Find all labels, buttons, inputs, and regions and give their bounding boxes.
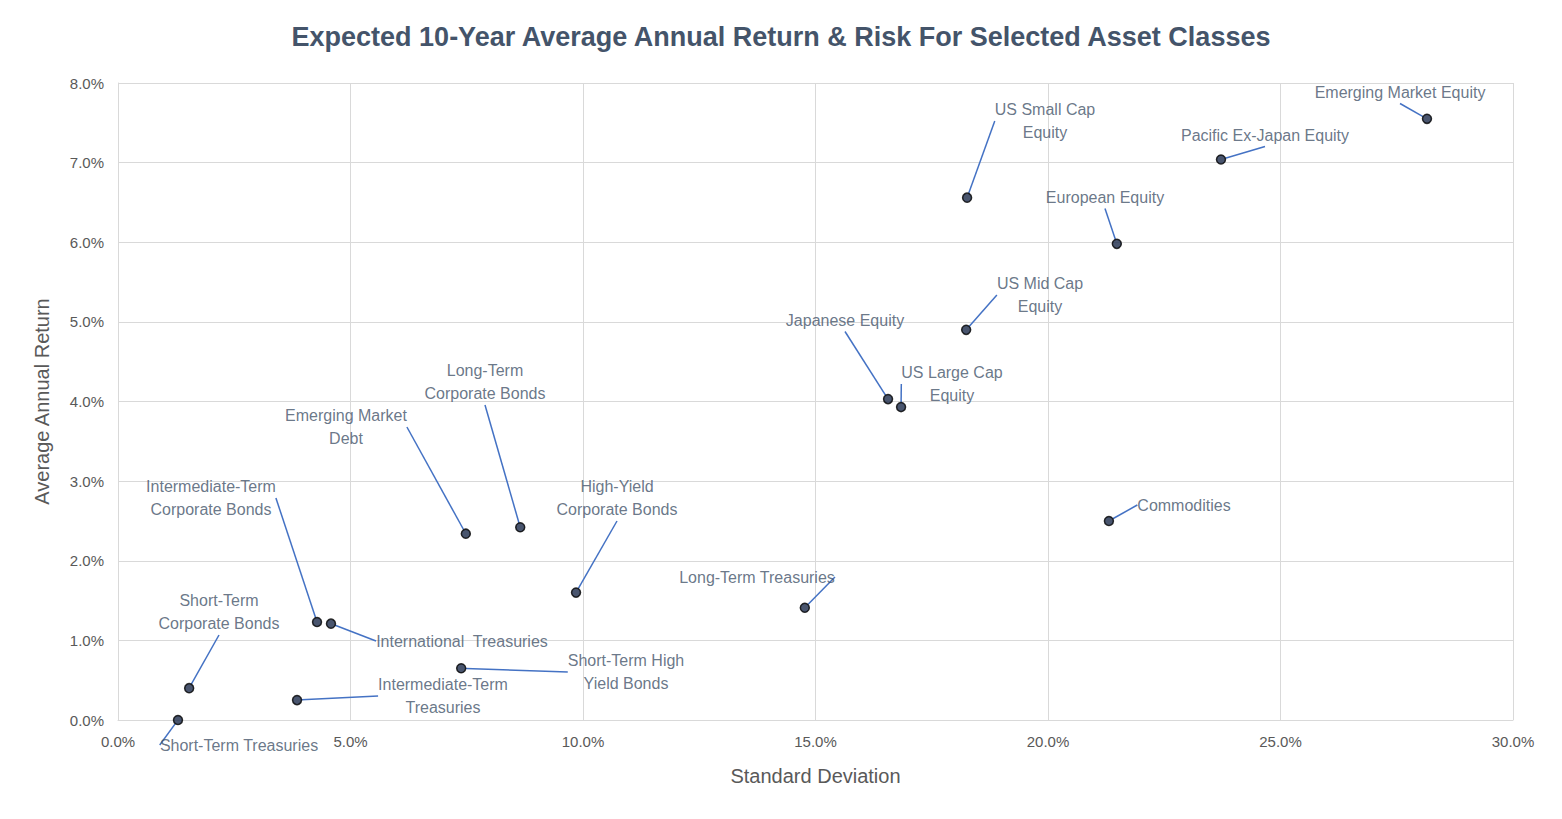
svg-text:High-Yield: High-Yield bbox=[580, 478, 653, 495]
svg-text:25.0%: 25.0% bbox=[1259, 733, 1302, 750]
svg-text:0.0%: 0.0% bbox=[70, 712, 104, 729]
svg-text:Intermediate-Term: Intermediate-Term bbox=[378, 676, 508, 693]
svg-text:3.0%: 3.0% bbox=[70, 473, 104, 490]
svg-text:Long-Term: Long-Term bbox=[447, 362, 523, 379]
svg-text:Corporate Bonds: Corporate Bonds bbox=[159, 615, 280, 632]
svg-text:Corporate Bonds: Corporate Bonds bbox=[151, 501, 272, 518]
svg-text:15.0%: 15.0% bbox=[794, 733, 837, 750]
svg-text:Long-Term Treasuries: Long-Term Treasuries bbox=[679, 569, 835, 586]
svg-text:Equity: Equity bbox=[930, 387, 974, 404]
svg-text:US Small Cap: US Small Cap bbox=[995, 101, 1096, 118]
svg-text:Short-Term Treasuries: Short-Term Treasuries bbox=[160, 737, 318, 754]
svg-text:Commodities: Commodities bbox=[1137, 497, 1230, 514]
svg-text:Japanese Equity: Japanese Equity bbox=[786, 312, 904, 329]
svg-text:Pacific Ex-Japan Equity: Pacific Ex-Japan Equity bbox=[1181, 127, 1349, 144]
svg-text:Corporate Bonds: Corporate Bonds bbox=[557, 501, 678, 518]
svg-text:Emerging Market Equity: Emerging Market Equity bbox=[1315, 84, 1486, 101]
svg-text:Expected 10-Year Average Annua: Expected 10-Year Average Annual Return &… bbox=[292, 22, 1271, 52]
svg-text:Average Annual Return: Average Annual Return bbox=[31, 298, 53, 504]
svg-text:10.0%: 10.0% bbox=[562, 733, 605, 750]
svg-text:Equity: Equity bbox=[1018, 298, 1062, 315]
svg-text:5.0%: 5.0% bbox=[333, 733, 367, 750]
svg-text:8.0%: 8.0% bbox=[70, 75, 104, 92]
svg-text:Debt: Debt bbox=[329, 430, 363, 447]
svg-text:US Mid Cap: US Mid Cap bbox=[997, 275, 1083, 292]
svg-text:Treasuries: Treasuries bbox=[406, 699, 481, 716]
svg-text:0.0%: 0.0% bbox=[101, 733, 135, 750]
svg-text:2.0%: 2.0% bbox=[70, 552, 104, 569]
svg-text:European Equity: European Equity bbox=[1046, 189, 1164, 206]
svg-text:Equity: Equity bbox=[1023, 124, 1067, 141]
svg-text:1.0%: 1.0% bbox=[70, 632, 104, 649]
svg-text:Standard Deviation: Standard Deviation bbox=[730, 765, 900, 787]
svg-text:4.0%: 4.0% bbox=[70, 393, 104, 410]
svg-text:7.0%: 7.0% bbox=[70, 154, 104, 171]
svg-text:Short-Term High: Short-Term High bbox=[568, 652, 684, 669]
svg-text:Yield Bonds: Yield Bonds bbox=[584, 675, 669, 692]
svg-text:Corporate Bonds: Corporate Bonds bbox=[425, 385, 546, 402]
svg-text:30.0%: 30.0% bbox=[1492, 733, 1535, 750]
svg-text:Emerging Market: Emerging Market bbox=[285, 407, 407, 424]
svg-text:20.0%: 20.0% bbox=[1027, 733, 1070, 750]
svg-text:US Large Cap: US Large Cap bbox=[901, 364, 1002, 381]
svg-text:Short-Term: Short-Term bbox=[179, 592, 258, 609]
svg-text:6.0%: 6.0% bbox=[70, 234, 104, 251]
svg-text:Intermediate-Term: Intermediate-Term bbox=[146, 478, 276, 495]
svg-text:International Treasuries: International Treasuries bbox=[376, 633, 548, 650]
svg-text:5.0%: 5.0% bbox=[70, 313, 104, 330]
